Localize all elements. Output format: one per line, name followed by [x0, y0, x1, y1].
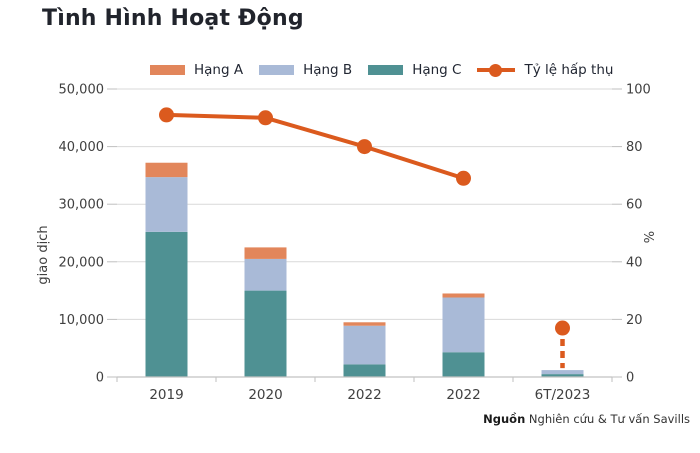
bar-segment-hạng-a	[145, 162, 188, 178]
source-label: Nguồn	[483, 412, 526, 426]
legend-item-absorption-line: Tỷ lệ hấp thụ	[477, 62, 613, 78]
legend-line-marker-icon	[489, 63, 503, 77]
x-axis-label: 6T/2023	[535, 387, 591, 403]
bar-segment-hạng-b	[244, 258, 287, 291]
y-axis-tick-label-right: 60	[626, 198, 643, 213]
legend-swatch-hang-b	[259, 65, 295, 75]
legend-label-hang-b: Hạng B	[303, 62, 353, 78]
legend-label-absorption: Tỷ lệ hấp thụ	[524, 62, 614, 78]
y-axis-title-right: %	[643, 230, 658, 244]
legend-swatch-hang-c	[368, 65, 404, 75]
x-axis-label: 2020	[248, 387, 282, 403]
bar-segment-hạng-b	[541, 370, 584, 375]
x-axis-label: 2022	[446, 387, 480, 403]
y-axis-tick-label-left: 40,000	[59, 140, 105, 155]
line-marker	[555, 320, 570, 336]
line-marker	[357, 139, 372, 155]
bar-segment-hạng-c	[541, 374, 584, 377]
y-axis-tick-label-left: 0	[96, 371, 104, 386]
legend-line-sample-icon	[477, 63, 516, 77]
chart-title: Tình Hình Hoạt Động	[42, 6, 304, 31]
y-axis-tick-label-left: 50,000	[59, 83, 105, 98]
y-axis-tick-label-left: 30,000	[59, 198, 105, 213]
bar-segment-hạng-b	[145, 177, 188, 232]
y-axis-tick-label-right: 0	[626, 371, 634, 386]
bar-segment-hạng-b	[343, 325, 386, 365]
legend-label-hang-a: Hạng A	[194, 62, 244, 78]
bar-segment-hạng-a	[442, 293, 485, 298]
y-axis-tick-label-left: 20,000	[59, 255, 105, 270]
absorption-line	[164, 112, 466, 181]
y-axis-tick-label-right: 100	[626, 83, 651, 98]
line-marker	[258, 110, 273, 126]
bar-segment-hạng-a	[343, 322, 386, 326]
chart-legend: Hạng A Hạng B Hạng C Tỷ lệ hấp thụ	[150, 59, 613, 81]
x-axis-label: 2019	[149, 387, 183, 403]
bar-segment-hạng-b	[442, 297, 485, 353]
bar-segment-hạng-c	[244, 290, 287, 377]
bar-segment-hạng-c	[145, 231, 188, 377]
source-text: Nghiên cứu & Tư vấn Savills	[525, 412, 690, 426]
y-axis-tick-label-right: 80	[626, 140, 643, 155]
y-axis-tick-label-left: 10,000	[59, 313, 105, 328]
bar-segment-hạng-c	[442, 352, 485, 377]
source-note: Nguồn Nghiên cứu & Tư vấn Savills	[483, 412, 690, 426]
x-axis-label: 2022	[347, 387, 381, 403]
y-axis-tick-label-right: 40	[626, 255, 643, 270]
bar-segment-hạng-a	[244, 247, 287, 259]
legend-item-hang-b: Hạng B	[259, 62, 352, 78]
line-marker	[159, 107, 174, 123]
y-axis-title-left: giao dịch	[36, 225, 51, 285]
y-axis-tick-label-right: 20	[626, 313, 643, 328]
legend-item-hang-c: Hạng C	[368, 62, 461, 78]
bar-segment-hạng-c	[343, 364, 386, 377]
line-marker	[456, 170, 471, 186]
legend-item-hang-a: Hạng A	[150, 62, 243, 78]
legend-label-hang-c: Hạng C	[412, 62, 462, 78]
legend-swatch-hang-a	[150, 65, 185, 75]
